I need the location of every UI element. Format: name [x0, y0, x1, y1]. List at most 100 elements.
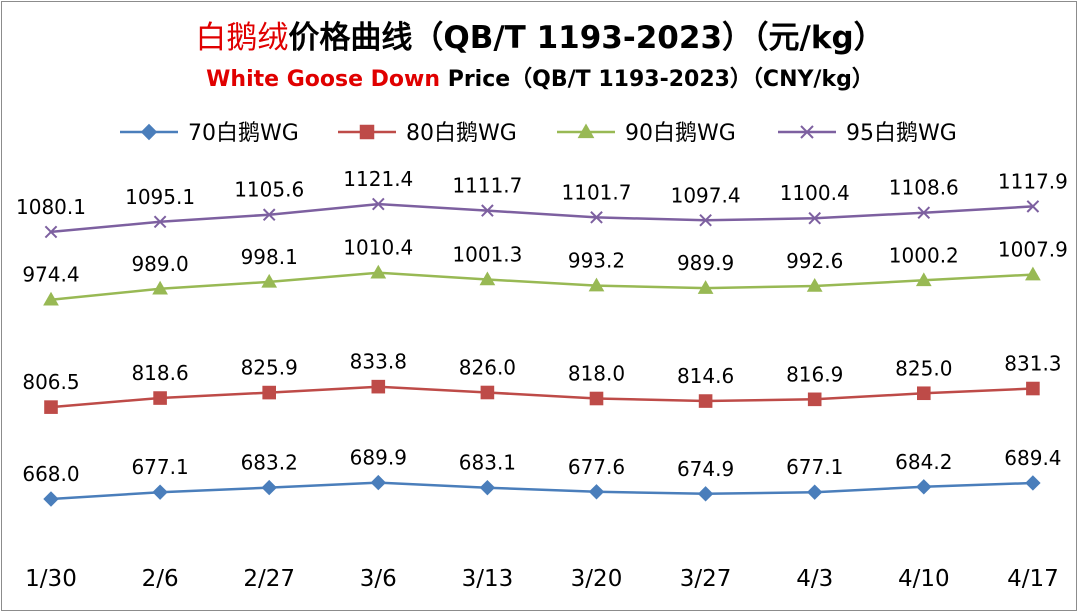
data-point-s2-7 — [698, 394, 713, 408]
x-tick-label-10: 4/17 — [1007, 566, 1059, 592]
x-tick-label-1: 1/30 — [25, 566, 77, 592]
data-point-s3-10 — [1025, 266, 1041, 281]
chart-title-en: White Goose Down Price（QB/T 1193-2023）（C… — [0, 64, 1080, 96]
data-point-s3-8 — [806, 278, 823, 292]
data-point-s4-4-stroke-b — [371, 197, 385, 211]
x-tick-label-2: 2/6 — [142, 566, 179, 592]
data-point-s4-7-stroke-b — [699, 213, 712, 227]
data-label-s1-7: 674.9 — [677, 457, 734, 481]
data-point-s3-5 — [479, 271, 496, 286]
data-point-s3-4 — [370, 264, 387, 279]
x-tick-label-6: 3/20 — [571, 566, 623, 592]
legend-marker-1 — [140, 123, 158, 141]
series-line-4 — [50, 202, 1033, 234]
data-point-s2-5 — [480, 385, 495, 400]
data-point-s3-7 — [697, 280, 714, 294]
legend-marker-3 — [577, 123, 595, 139]
data-point-s1-5 — [479, 479, 496, 496]
data-point-s1-4 — [370, 474, 387, 491]
data-label-s4-1: 1080.1 — [16, 195, 86, 219]
legend-marker-2 — [359, 124, 375, 140]
data-label-s4-10: 1117.9 — [998, 169, 1068, 193]
data-label-s2-1: 806.5 — [22, 370, 79, 394]
data-point-s1-7 — [697, 486, 714, 502]
legend-label-4: 95白鹅WG — [846, 121, 957, 146]
data-point-s3-3 — [261, 273, 278, 288]
data-label-s2-9: 825.0 — [895, 356, 952, 380]
data-label-s4-3: 1105.6 — [234, 178, 304, 202]
data-label-s2-8: 816.9 — [786, 362, 843, 386]
data-label-s1-9: 684.2 — [895, 450, 952, 474]
series-line-2 — [50, 385, 1033, 409]
data-label-s1-8: 677.1 — [786, 455, 843, 479]
x-tick-label-7: 3/27 — [680, 566, 732, 592]
data-point-s2-8 — [807, 392, 822, 407]
data-label-s1-10: 689.4 — [1004, 446, 1061, 470]
data-point-s4-10-stroke-b — [1026, 200, 1040, 213]
data-point-s4-8-stroke-b — [808, 211, 822, 225]
data-label-s3-3: 998.1 — [241, 245, 298, 269]
data-point-s4-9 — [917, 206, 931, 220]
data-point-s4-3 — [262, 208, 276, 222]
data-label-s4-8: 1100.4 — [780, 181, 850, 205]
x-tick-label-3: 2/27 — [243, 566, 295, 592]
data-label-s2-6: 818.0 — [568, 362, 625, 386]
title-en-rest: Price（QB/T 1193-2023）（CNY/kg） — [440, 67, 874, 92]
data-label-s3-8: 992.6 — [786, 249, 843, 273]
data-point-s2-10 — [1026, 381, 1040, 396]
data-point-s1-6 — [588, 484, 605, 500]
legend-label-3: 90白鹅WG — [625, 121, 736, 146]
data-label-s1-2: 677.1 — [131, 455, 188, 479]
data-label-s1-3: 683.2 — [241, 451, 298, 475]
data-label-s3-7: 989.9 — [677, 251, 734, 275]
data-label-s3-4: 1010.4 — [343, 236, 413, 260]
data-point-s4-7 — [699, 213, 712, 227]
data-point-s1-8 — [806, 484, 823, 500]
x-tick-label-5: 3/13 — [462, 566, 514, 592]
data-point-s4-5-stroke-b — [481, 204, 494, 217]
data-point-s3-9 — [915, 272, 932, 287]
data-label-s2-3: 825.9 — [241, 356, 298, 380]
data-point-s3-2 — [152, 280, 168, 295]
data-label-s4-7: 1097.4 — [671, 183, 741, 207]
title-zh-highlight: 白鹅绒 — [195, 20, 289, 56]
data-point-s3-6 — [588, 277, 605, 292]
x-tick-label-4: 3/6 — [360, 566, 397, 592]
data-label-s4-6: 1101.7 — [562, 180, 632, 204]
title-zh-rest: 价格曲线（QB/T 1193-2023）（元/kg） — [288, 20, 885, 56]
data-point-s1-9 — [916, 479, 932, 495]
data-point-s3-1 — [43, 291, 59, 306]
data-point-s4-2-stroke-b — [153, 215, 167, 229]
data-label-s1-4: 689.9 — [350, 446, 407, 470]
data-label-s4-4: 1121.4 — [343, 167, 413, 191]
legend-marker-4 — [800, 125, 814, 139]
legend-label-1: 70白鹅WG — [188, 121, 299, 146]
data-point-s1-3 — [261, 479, 277, 496]
data-point-s4-10 — [1026, 200, 1040, 213]
data-point-s4-5 — [481, 204, 494, 217]
data-label-s4-5: 1111.7 — [452, 174, 522, 198]
data-label-s2-5: 826.0 — [459, 356, 516, 380]
series-line-1 — [50, 481, 1033, 501]
data-label-s3-5: 1001.3 — [452, 243, 522, 267]
data-label-s2-10: 831.3 — [1004, 352, 1061, 376]
data-label-s1-6: 677.6 — [568, 455, 625, 479]
data-point-s2-9 — [917, 386, 931, 401]
data-point-s1-1 — [43, 491, 59, 507]
data-label-s3-2: 989.0 — [131, 252, 188, 276]
data-point-s4-9-stroke-b — [917, 206, 931, 220]
data-label-s2-7: 814.6 — [677, 364, 734, 388]
data-label-s3-1: 974.4 — [22, 263, 79, 287]
chart-title-zh: 白鹅绒价格曲线（QB/T 1193-2023）（元/kg） — [0, 18, 1080, 58]
data-label-s4-9: 1108.6 — [889, 176, 959, 200]
data-label-s2-4: 833.8 — [350, 350, 407, 374]
data-label-s3-10: 1007.9 — [998, 238, 1068, 262]
data-label-s4-2: 1095.1 — [125, 185, 195, 209]
data-point-s4-1 — [44, 225, 58, 239]
data-point-s1-2 — [152, 484, 168, 500]
data-point-s4-3-stroke-b — [262, 208, 276, 222]
data-label-s1-5: 683.1 — [459, 451, 516, 475]
data-point-s1-10 — [1025, 475, 1041, 491]
